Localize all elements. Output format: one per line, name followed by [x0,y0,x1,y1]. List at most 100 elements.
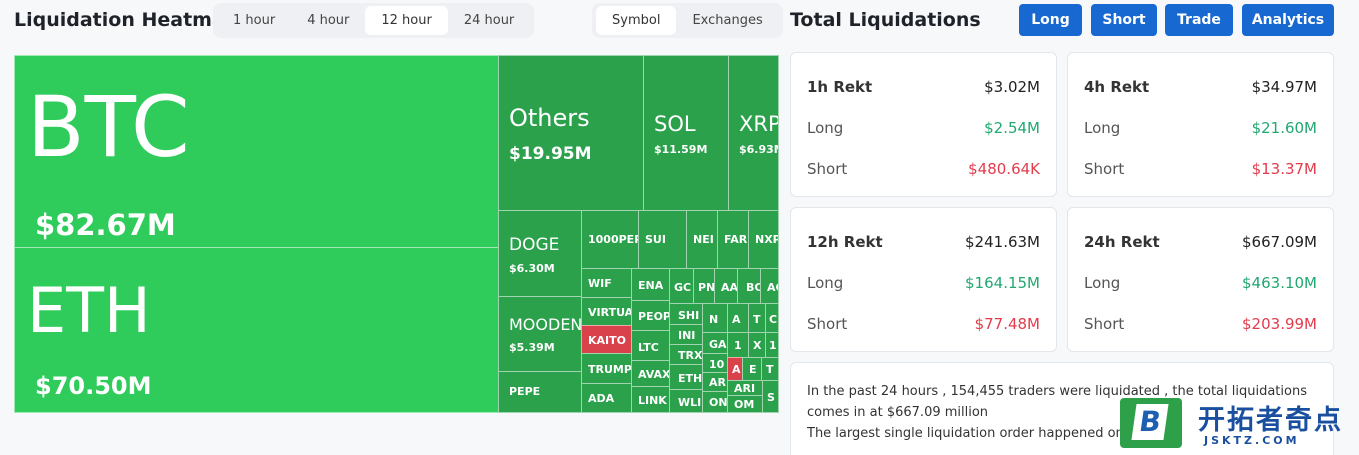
short-button[interactable]: Short [1091,4,1157,36]
heatmap-cell-x[interactable]: X [748,332,766,358]
heatmap-cell-t2[interactable]: T [761,357,779,381]
watermark-en-text: JSKTZ.COM [1204,434,1300,447]
heatmap-cell-c1[interactable]: C [765,303,779,333]
heatmap-cell-wli[interactable]: WLI [669,389,703,413]
cell-symbol: FAR [724,233,748,246]
card-total: $3.02M [984,78,1040,96]
heatmap-cell-sui[interactable]: SUI [638,210,687,269]
cell-symbol: PN [698,281,715,294]
analytics-button[interactable]: Analytics [1242,4,1334,36]
heatmap-cell-bc[interactable]: BC [737,268,761,304]
heatmap-cell-xrp[interactable]: XRP $6.93M [728,55,779,211]
cell-symbol: XRP [739,112,779,136]
heatmap-cell-a1[interactable]: A [727,303,749,333]
heatmap-cell-ac[interactable]: AC [760,268,779,304]
cell-symbol: DOGE [509,235,560,255]
heatmap-cell-wif[interactable]: WIF [581,268,632,298]
heatmap-cell-on[interactable]: ON [702,391,728,413]
cell-symbol: PEPE [509,385,541,398]
heatmap-cell-trx[interactable]: TRX [669,344,703,365]
long-value: $463.10M [1242,274,1317,292]
heatmap-cell-shi[interactable]: SHI [669,303,703,325]
heatmap-cell-ada[interactable]: ADA [581,383,632,413]
heatmap-cell-trump[interactable]: TRUMP [581,353,632,384]
view-option-exchanges[interactable]: Exchanges [692,13,763,28]
heatmap-cell-eth[interactable]: ETH $70.50M [14,247,499,413]
heatmap-cell-ltc[interactable]: LTC [631,330,670,361]
heatmap-cell-virtua[interactable]: VIRTUA [581,297,632,326]
heatmap-cell-ar[interactable]: AR [702,372,728,392]
cell-symbol: T [766,363,774,376]
heatmap-cell-1000pep[interactable]: 1000PEP [581,210,639,269]
liquidation-heatmap: BTC $82.67M ETH $70.50M Others $19.95M S… [14,55,779,413]
cell-symbol: BTC [27,78,190,176]
cell-symbol: BC [746,281,761,294]
time-option-24h[interactable]: 24 hour [463,13,515,28]
cell-symbol: Others [509,104,590,132]
heatmap-cell-ari[interactable]: ARI [727,380,763,396]
cell-symbol: MOODEN [509,315,582,334]
time-option-12h[interactable]: 12 hour [365,6,448,35]
long-label: Long [1084,119,1121,137]
summary-text-1: In the past 24 hours , 154,455 traders w… [807,384,1307,420]
heatmap-cell-e[interactable]: E [742,357,762,381]
cell-symbol: PEOP [638,310,670,323]
short-value: $13.37M [1251,160,1317,178]
heatmap-cell-avax[interactable]: AVAX [631,360,670,387]
heatmap-cell-aa[interactable]: AA [714,268,738,304]
heatmap-cell-gc[interactable]: GC [669,268,694,304]
heatmap-cell-far[interactable]: FAR [717,210,749,269]
rekt-card-4h: 4h Rekt $34.97M Long $21.60M Short $13.37M [1067,52,1334,197]
heatmap-cell-nei[interactable]: NEI [686,210,718,269]
heatmap-cell-ini[interactable]: INI [669,324,703,345]
heatmap-cell-kaito[interactable]: KAITO [581,325,632,354]
short-value: $77.48M [974,315,1040,333]
time-range-selector: 1 hour 4 hour 12 hour 24 hour [213,3,535,38]
card-total: $241.63M [965,233,1040,251]
short-label: Short [807,160,848,178]
heatmap-cell-doge[interactable]: DOGE $6.30M [498,210,582,297]
heatmap-cell-others[interactable]: Others $19.95M [498,55,644,211]
view-option-symbol[interactable]: Symbol [596,6,677,35]
trade-button[interactable]: Trade [1165,4,1233,36]
cell-symbol: LTC [638,341,659,354]
heatmap-cell-btc[interactable]: BTC $82.67M [14,55,499,248]
cell-symbol: WIF [588,277,612,290]
short-value: $203.99M [1242,315,1317,333]
cell-symbol: TRUMP [588,363,632,376]
heatmap-cell-eth-small[interactable]: ETH [669,364,703,390]
heatmap-cell-1a[interactable]: 1 [727,332,749,358]
long-button[interactable]: Long [1019,4,1082,36]
heatmap-cell-s[interactable]: S [762,380,779,413]
heatmap-cell-n[interactable]: N [702,303,728,333]
card-total: $34.97M [1251,78,1317,96]
heatmap-cell-1b[interactable]: 1 [765,332,779,358]
cell-symbol: S [767,391,775,404]
heatmap-cell-pn[interactable]: PN [693,268,715,304]
long-label: Long [807,119,844,137]
heatmap-cell-ena[interactable]: ENA [631,268,670,301]
cell-symbol: NXP [755,233,779,246]
heatmap-cell-a2[interactable]: A [727,357,743,381]
cell-symbol: AA [721,281,738,294]
time-option-1h[interactable]: 1 hour [233,13,276,28]
heatmap-cell-link[interactable]: LINK [631,386,670,413]
heatmap-cell-10[interactable]: 10 [702,353,728,373]
heatmap-cell-mooden[interactable]: MOODEN $5.39M [498,296,582,372]
cell-symbol: C [769,313,778,326]
heatmap-cell-t1[interactable]: T [748,303,766,333]
time-option-4h[interactable]: 4 hour [307,13,350,28]
cell-symbol: GC [674,281,692,294]
card-total: $667.09M [1242,233,1317,251]
heatmap-cell-sol[interactable]: SOL $11.59M [643,55,729,211]
watermark-logo-letter: B [1131,404,1169,440]
heatmap-cell-nxp[interactable]: NXP [748,210,779,269]
heatmap-cell-om[interactable]: OM [727,395,763,413]
cell-symbol: AC [767,281,778,294]
heatmap-cell-pepe[interactable]: PEPE [498,371,582,413]
card-label: 4h Rekt [1084,78,1150,96]
cell-symbol: WLI [678,396,702,409]
heatmap-cell-ga[interactable]: GA [702,332,728,354]
heatmap-cell-peop[interactable]: PEOP [631,300,670,331]
